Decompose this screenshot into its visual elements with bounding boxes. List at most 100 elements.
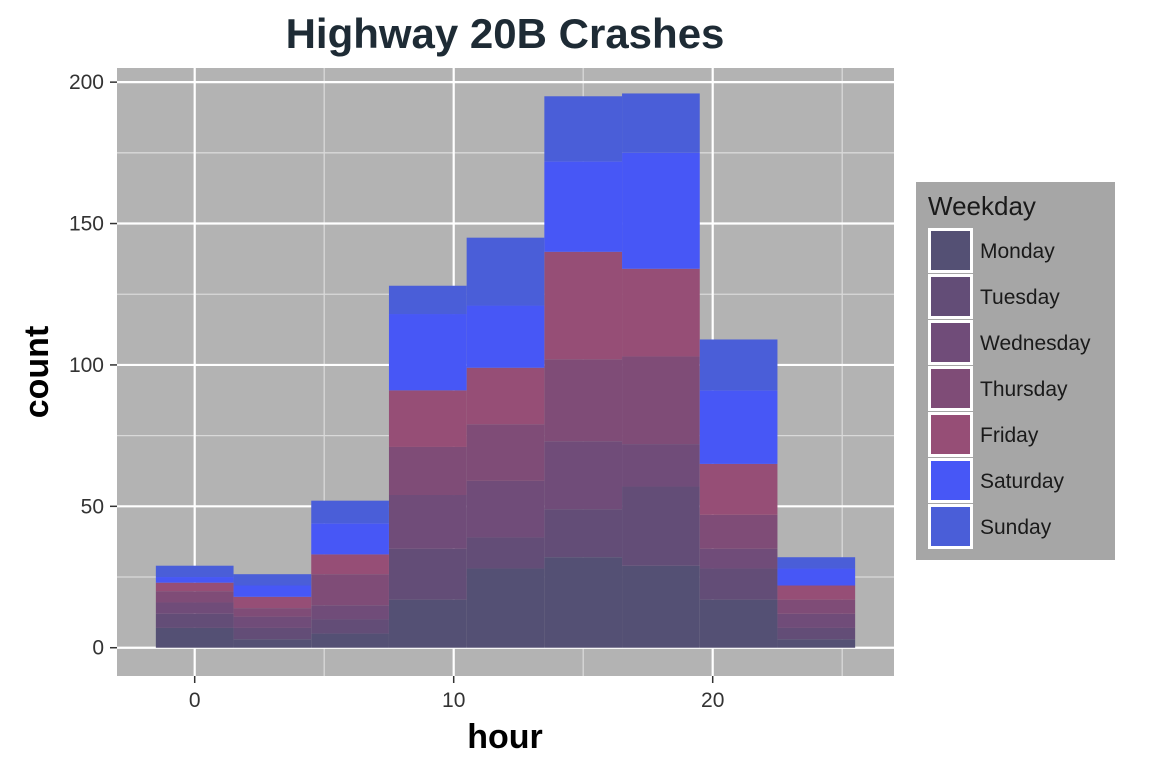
legend-label-sunday: Sunday <box>980 516 1052 539</box>
legend-swatch-saturday <box>931 461 970 500</box>
bar-segment <box>699 548 778 569</box>
bar-segment <box>466 480 545 538</box>
bars <box>155 93 856 648</box>
bar-segment <box>699 599 778 648</box>
y-axis: 0 50 100 150 200 <box>69 71 117 660</box>
bar-segment <box>777 585 856 600</box>
bar-segment <box>388 599 467 648</box>
bar-segment <box>699 463 778 515</box>
bar-segment <box>777 639 856 648</box>
series-wednesday <box>155 441 856 628</box>
bar-segment <box>311 523 389 555</box>
y-axis-title: count <box>18 326 56 419</box>
bar-segment <box>155 577 234 583</box>
bar-segment <box>311 554 389 575</box>
bar-segment <box>466 305 545 368</box>
bar-segment <box>622 565 700 648</box>
bar-segment <box>466 237 545 306</box>
bar-segment <box>622 444 700 487</box>
bar-segment <box>233 639 312 648</box>
bar-segment <box>388 285 467 315</box>
bar-segment <box>388 390 467 447</box>
series-sunday <box>155 93 856 586</box>
legend-swatch-tuesday <box>931 277 970 316</box>
bar-segment <box>699 390 778 464</box>
bar-segment <box>155 582 234 592</box>
legend-label-saturday: Saturday <box>980 470 1065 493</box>
legend-label-wednesday: Wednesday <box>980 332 1091 355</box>
bar-segment <box>388 548 467 600</box>
bar-segment <box>233 616 312 628</box>
x-axis: 0 10 20 <box>189 676 724 712</box>
x-tick-label: 20 <box>701 689 724 712</box>
bar-segment <box>155 591 234 603</box>
legend-swatch-wednesday <box>931 323 970 362</box>
y-tick-label: 100 <box>69 354 104 377</box>
series-saturday <box>155 152 856 597</box>
bar-segment <box>466 367 545 425</box>
bar-segment <box>311 500 389 524</box>
series-thursday <box>155 356 856 617</box>
bar-segment <box>622 356 700 445</box>
bar-segment <box>155 602 234 614</box>
bar-segment <box>544 251 623 360</box>
bar-segment <box>233 627 312 640</box>
legend-swatch-friday <box>931 415 970 454</box>
bar-segment <box>311 574 389 606</box>
bar-segment <box>544 509 623 558</box>
legend-label-monday: Monday <box>980 240 1055 263</box>
series-tuesday <box>155 486 856 640</box>
bar-segment <box>699 514 778 549</box>
bar-segment <box>622 93 700 153</box>
bar-segment <box>388 314 467 391</box>
x-axis-title: hour <box>467 718 543 756</box>
series-monday <box>155 557 856 648</box>
bar-segment <box>544 161 623 252</box>
bar-segment <box>388 446 467 496</box>
bar-segment <box>155 613 234 628</box>
bar-segment <box>544 359 623 442</box>
bar-segment <box>544 557 623 648</box>
legend-swatch-thursday <box>931 369 970 408</box>
bar-segment <box>699 568 778 600</box>
x-tick-label: 0 <box>189 689 201 712</box>
bar-segment <box>311 633 389 648</box>
bar-segment <box>622 152 700 269</box>
bar-segment <box>233 608 312 617</box>
bar-segment <box>311 619 389 634</box>
legend-label-thursday: Thursday <box>980 378 1068 401</box>
bar-segment <box>155 627 234 648</box>
bar-segment <box>699 339 778 391</box>
bar-segment <box>777 599 856 614</box>
x-tick-label: 10 <box>442 689 465 712</box>
legend-swatch-monday <box>931 231 970 270</box>
bar-segment <box>466 537 545 569</box>
bar-segment <box>622 268 700 357</box>
bar-segment <box>544 96 623 162</box>
legend-title: Weekday <box>928 191 1036 221</box>
bar-segment <box>311 605 389 620</box>
legend: Weekday Monday Tuesday Wednesday Thursday Fr… <box>916 182 1115 560</box>
bar-segment <box>466 424 545 481</box>
bar-segment <box>777 627 856 640</box>
bar-segment <box>622 486 700 566</box>
legend-items: Monday Tuesday Wednesday Thursday Friday Satu… <box>928 228 1091 549</box>
chart-title: Highway 20B Crashes <box>286 10 725 57</box>
bar-segment <box>388 495 467 549</box>
bar-segment <box>466 568 545 648</box>
legend-swatch-sunday <box>931 507 970 546</box>
bar-segment <box>233 596 312 609</box>
y-tick-label: 50 <box>81 495 104 518</box>
y-tick-label: 0 <box>92 637 104 660</box>
y-tick-label: 200 <box>69 71 104 94</box>
bar-segment <box>233 585 312 597</box>
legend-label-friday: Friday <box>980 424 1039 447</box>
bar-segment <box>777 568 856 586</box>
bar-segment <box>544 441 623 510</box>
bar-segment <box>777 613 856 628</box>
bar-segment <box>777 557 856 569</box>
bar-segment <box>155 565 234 578</box>
bar-segment <box>233 574 312 586</box>
legend-label-tuesday: Tuesday <box>980 286 1060 309</box>
series-friday <box>155 251 856 609</box>
